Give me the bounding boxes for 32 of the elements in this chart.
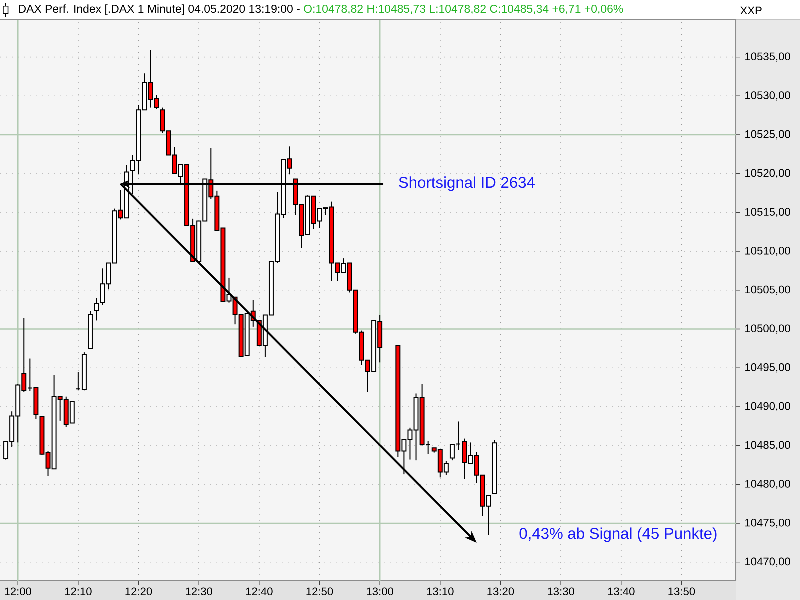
x-tick-label: 12:40 bbox=[246, 588, 273, 596]
x-tick-label: 13:00 bbox=[367, 588, 394, 596]
x-tick-label: 13:30 bbox=[548, 588, 574, 596]
y-tick-label: 10500,00 bbox=[746, 324, 790, 334]
y-tick-label: 10495,00 bbox=[746, 364, 790, 373]
x-tick-label: 13:50 bbox=[668, 588, 696, 596]
y-tick-label: 10530,00 bbox=[746, 92, 790, 101]
y-tick-label: 10515,00 bbox=[746, 208, 790, 218]
y-axis-title: XXP bbox=[740, 6, 762, 14]
y-tick-label: 10525,00 bbox=[746, 130, 790, 140]
y-tick-label: 10470,00 bbox=[746, 558, 790, 567]
x-tick-label: 13:20 bbox=[488, 588, 514, 596]
y-tick-label: 10520,00 bbox=[746, 169, 790, 178]
y-tick-label: 10480,00 bbox=[746, 480, 790, 490]
chart-subtitle: O:10478,82 H:10485,73 L:10478,82 C:10485,34 +6,71 +0,06% bbox=[304, 4, 624, 14]
x-tick-label: 12:10 bbox=[65, 588, 92, 596]
candlestick bbox=[450, 444, 455, 462]
x-tick-label: 13:40 bbox=[608, 588, 635, 596]
y-tick-label: 10535,00 bbox=[746, 52, 790, 62]
y-tick-label: 10485,00 bbox=[746, 441, 790, 450]
annotation: 0,43% ab Signal (45 Punkte) bbox=[520, 528, 717, 542]
y-tick-label: 10510,00 bbox=[746, 246, 790, 256]
x-tick-label: 12:50 bbox=[306, 588, 334, 596]
x-tick-label: 13:10 bbox=[427, 588, 454, 596]
x-tick-label: 12:00 bbox=[5, 588, 32, 596]
y-tick-label: 10505,00 bbox=[746, 286, 790, 295]
annotation: Shortsignal ID 2634 bbox=[399, 176, 535, 192]
chart-title: DAX Perf. Index [.DAX 1 Minute] 04.05.2020 13:19:00 - bbox=[19, 4, 300, 16]
y-tick-label: 10475,00 bbox=[746, 518, 790, 528]
x-tick-label: 12:20 bbox=[126, 588, 152, 596]
x-tick-label: 12:30 bbox=[186, 588, 212, 596]
y-tick-label: 10490,00 bbox=[746, 402, 790, 412]
